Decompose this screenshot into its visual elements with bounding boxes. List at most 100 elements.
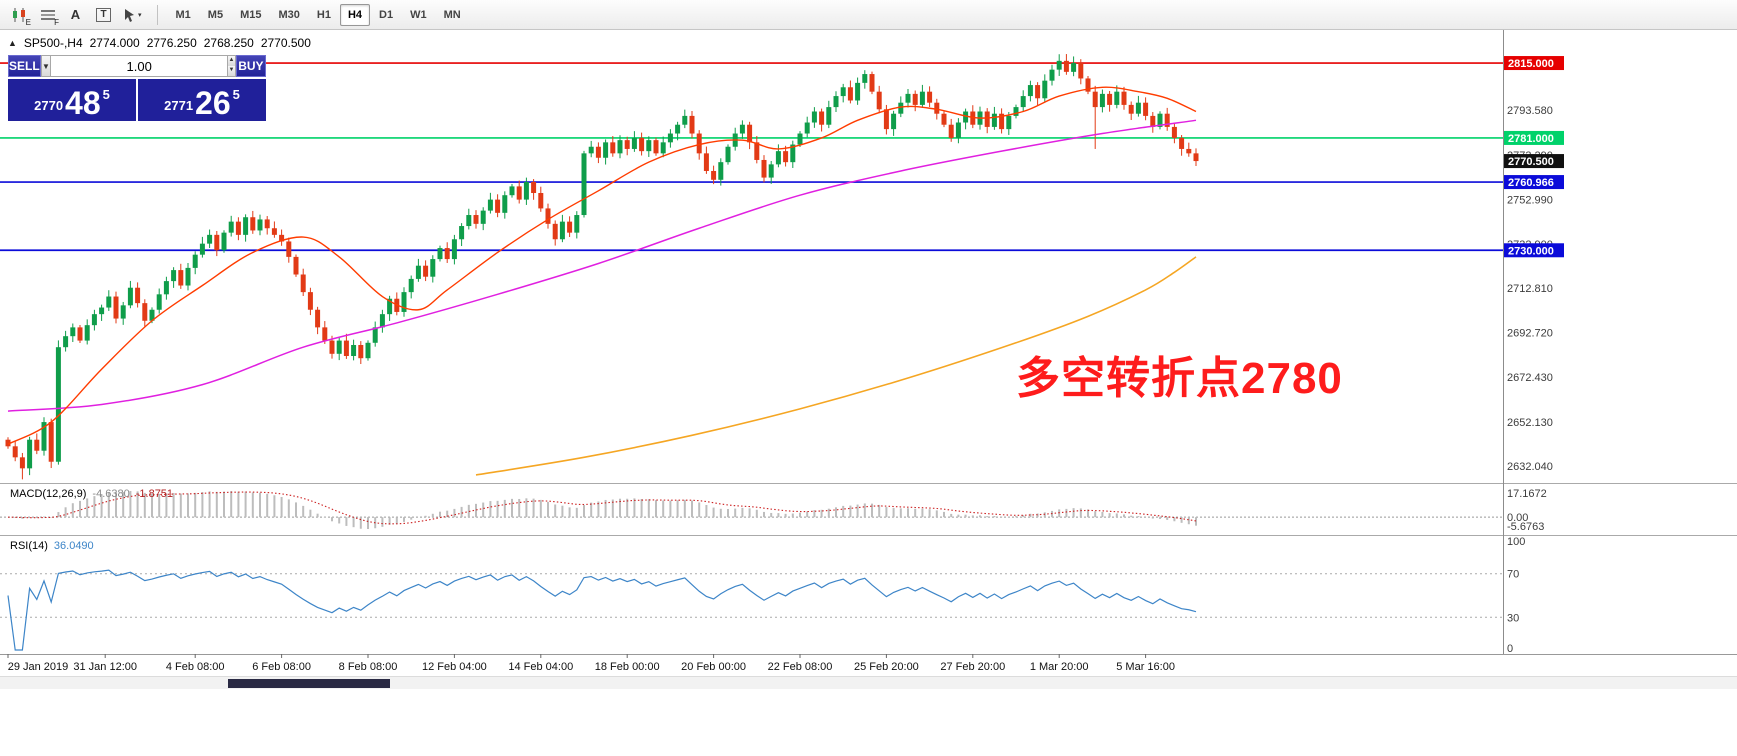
chart-annotation-text: 多空转折点2780 [1016, 354, 1343, 403]
svg-text:0.00: 0.00 [1507, 512, 1528, 524]
ohlc-close: 2770.500 [260, 36, 311, 50]
order-type-dropdown[interactable]: ▼ [40, 55, 52, 77]
drawing-cursor-tool[interactable]: ▾ [118, 3, 147, 27]
timeframe-m30-button[interactable]: M30 [278, 8, 300, 21]
svg-text:2672.430: 2672.430 [1507, 372, 1553, 384]
cursor-caret-icon: ▾ [138, 11, 142, 19]
buy-price-display[interactable]: 2771 26 5 [138, 79, 266, 121]
svg-text:2760.966: 2760.966 [1508, 177, 1554, 189]
templates-list-icon[interactable]: F [34, 3, 61, 27]
symbol-title: SP500-,H4 [23, 36, 83, 50]
timeframe-d1-button[interactable]: D1 [379, 8, 394, 21]
sell-price-display[interactable]: 2770 48 5 [8, 79, 136, 121]
timeframe-mn-button[interactable]: MN [443, 8, 461, 21]
macd-main-value: -4.6380 [92, 488, 130, 500]
svg-text:2815.000: 2815.000 [1508, 58, 1554, 70]
buy-button[interactable]: BUY [235, 55, 266, 77]
svg-text:2793.580: 2793.580 [1507, 105, 1553, 117]
svg-text:0: 0 [1507, 643, 1513, 655]
svg-text:20 Feb 00:00: 20 Feb 00:00 [681, 661, 746, 673]
svg-text:22 Feb 08:00: 22 Feb 08:00 [768, 661, 833, 673]
timeframe-buttons: M1 M5 M15 M30 H1 H4 D1 W1 MN [168, 3, 469, 26]
timeframe-m15-button[interactable]: M15 [240, 8, 262, 21]
timeframe-m5-button[interactable]: M5 [207, 8, 224, 21]
sell-price-big: 48 [65, 85, 101, 121]
volume-input[interactable] [51, 55, 229, 77]
rsi-value: 36.0490 [53, 540, 94, 552]
svg-text:8 Feb 08:00: 8 Feb 08:00 [339, 661, 398, 673]
price-badge-2781.000: 2781.000 [1504, 130, 1564, 145]
sell-price-sup: 5 [102, 87, 110, 102]
timeframe-w1-button[interactable]: W1 [410, 8, 427, 21]
price-badge-2760.966: 2760.966 [1504, 175, 1564, 190]
price-badges: 2815.000 2781.000 2770.500 2760.966 2730.000 [1504, 56, 1564, 258]
dropdown-arrow-icon: ▼ [41, 61, 50, 71]
cursor-glyph [125, 8, 134, 22]
price-badge-2815.000: 2815.000 [1504, 56, 1564, 71]
volume-spinner: ▲ ▼ [228, 55, 236, 77]
svg-text:31 Jan 12:00: 31 Jan 12:00 [73, 661, 137, 673]
time-axis-labels: 29 Jan 2019 31 Jan 12:00 4 Feb 08:00 6 Feb … [7, 654, 1175, 673]
svg-text:2730.000: 2730.000 [1508, 245, 1554, 257]
text-box-glyph: T [96, 7, 111, 22]
svg-text:4 Feb 08:00: 4 Feb 08:00 [166, 661, 225, 673]
svg-text:2652.130: 2652.130 [1507, 417, 1553, 429]
price-axis-labels: 2793.5802773.2902752.9902732.9002712.810… [1507, 105, 1553, 473]
svg-text:2712.810: 2712.810 [1507, 283, 1553, 295]
candlestick-chart-icon[interactable]: E [5, 3, 33, 27]
ohlc-open: 2774.000 [89, 36, 140, 50]
price-badge-2770.500: 2770.500 [1504, 154, 1564, 169]
candles-layer [5, 54, 1199, 480]
macd-axis-labels: 17.1672 0.00-5.6763 [1507, 488, 1547, 533]
ma-mid-line [7, 119, 1197, 412]
one-click-trading-panel: SELL ▼ ▲ ▼ BUY 2770 48 5 2771 26 5 [8, 55, 266, 121]
tool-sub-letter: F [54, 17, 59, 27]
tool-sub-letter: E [25, 17, 31, 27]
scrollbar-thumb[interactable] [228, 679, 390, 688]
svg-text:18 Feb 00:00: 18 Feb 00:00 [595, 661, 660, 673]
horizontal-scrollbar[interactable] [0, 676, 1737, 689]
candlestick-glyph [13, 7, 25, 22]
one-click-toggle-icon[interactable]: ▲ [8, 38, 17, 48]
svg-text:30: 30 [1507, 612, 1519, 624]
spinner-up-icon[interactable]: ▲ [228, 56, 235, 66]
svg-text:2752.990: 2752.990 [1507, 195, 1553, 207]
ohlc-high: 2776.250 [146, 36, 197, 50]
timeframe-h4-button[interactable]: H4 [339, 3, 371, 26]
macd-signal-line [7, 491, 1197, 525]
svg-text:14 Feb 04:00: 14 Feb 04:00 [508, 661, 573, 673]
svg-text:5 Mar 16:00: 5 Mar 16:00 [1116, 661, 1175, 673]
ma-slow-line [475, 256, 1197, 476]
svg-text:25 Feb 20:00: 25 Feb 20:00 [854, 661, 919, 673]
svg-text:2781.000: 2781.000 [1508, 133, 1554, 145]
svg-text:6 Feb 08:00: 6 Feb 08:00 [252, 661, 311, 673]
rsi-pane-label: RSI(14) 36.0490 [10, 540, 94, 552]
buy-price-base: 2771 [164, 98, 194, 113]
ohlc-low: 2768.250 [203, 36, 254, 50]
svg-text:100: 100 [1507, 536, 1525, 548]
timeframe-m1-button[interactable]: M1 [175, 8, 191, 21]
svg-text:17.1672: 17.1672 [1507, 488, 1547, 500]
svg-text:-5.6763: -5.6763 [1507, 521, 1544, 533]
svg-text:70: 70 [1507, 569, 1519, 581]
text-box-tool[interactable]: T [90, 3, 117, 27]
svg-text:2632.040: 2632.040 [1507, 461, 1553, 473]
buy-price-sup: 5 [232, 87, 240, 102]
svg-text:27 Feb 20:00: 27 Feb 20:00 [940, 661, 1005, 673]
spinner-down-icon[interactable]: ▼ [228, 66, 235, 76]
svg-text:1 Mar 20:00: 1 Mar 20:00 [1030, 661, 1089, 673]
ma-fast-line [7, 86, 1197, 445]
sell-button[interactable]: SELL [8, 55, 41, 77]
timeframe-h1-button[interactable]: H1 [316, 8, 331, 21]
macd-name: MACD(12,26,9) [10, 488, 87, 500]
text-label-tool[interactable]: A [70, 7, 81, 22]
svg-text:29 Jan 2019: 29 Jan 2019 [8, 661, 69, 673]
svg-text:2692.720: 2692.720 [1507, 327, 1553, 339]
toolbar-separator [156, 4, 158, 25]
rsi-line [7, 569, 1197, 651]
macd-histogram [14, 491, 1197, 529]
lines-glyph [40, 9, 55, 20]
macd-signal-value: -1.8751 [135, 488, 174, 500]
